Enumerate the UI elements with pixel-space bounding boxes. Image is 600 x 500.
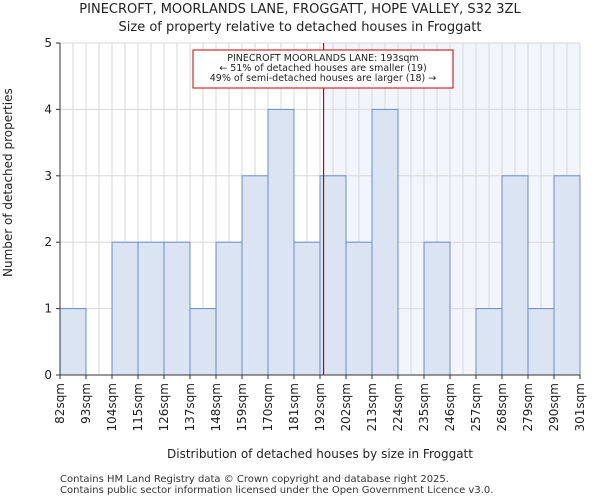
x-tick-label: 279sqm [521, 383, 535, 431]
y-tick-label: 3 [44, 169, 52, 183]
annotation-line: ← 51% of detached houses are smaller (19… [219, 63, 426, 74]
x-tick-label: 202sqm [339, 383, 353, 431]
annotation-line: PINECROFT MOORLANDS LANE: 193sqm [227, 53, 418, 64]
x-tick-label: 235sqm [417, 383, 431, 431]
bar [423, 241, 451, 376]
bar [215, 241, 243, 376]
chart-subtitle: Size of property relative to detached ho… [118, 20, 482, 35]
x-tick-label: 82sqm [53, 383, 67, 424]
footer-line-2: Contains public sector information licen… [60, 485, 494, 496]
x-tick-label: 246sqm [443, 383, 457, 431]
bar [267, 108, 295, 376]
y-axis-label: Number of detached properties [1, 88, 15, 277]
bar [189, 308, 217, 376]
y-tick-label: 4 [44, 102, 52, 116]
annotation-box [192, 49, 454, 89]
footer-line-1: Contains HM Land Registry data © Crown c… [60, 474, 449, 485]
bar [293, 241, 321, 376]
y-tick-label: 1 [44, 302, 52, 316]
x-tick-label: 192sqm [313, 383, 327, 431]
x-tick-label: 137sqm [183, 383, 197, 431]
bar [59, 308, 87, 376]
chart-title: PINECROFT, MOORLANDS LANE, FROGGATT, HOP… [79, 2, 521, 17]
y-tick-label: 0 [44, 368, 52, 382]
y-tick-label: 5 [44, 36, 52, 50]
bar [137, 241, 165, 376]
x-axis-label: Distribution of detached houses by size … [167, 447, 473, 461]
bar [527, 308, 555, 376]
annotation-line: 49% of semi-detached houses are larger (… [210, 73, 437, 84]
x-tick-label: 170sqm [261, 383, 275, 431]
x-tick-label: 181sqm [287, 383, 301, 431]
x-tick-label: 224sqm [391, 383, 405, 431]
bar [475, 308, 503, 376]
bar [553, 175, 581, 376]
bar [241, 175, 269, 376]
x-tick-label: 290sqm [547, 383, 561, 431]
bar [345, 241, 373, 376]
bar [111, 241, 139, 376]
x-tick-label: 213sqm [365, 383, 379, 431]
x-tick-label: 148sqm [209, 383, 223, 431]
x-tick-label: 268sqm [495, 383, 509, 431]
bar [501, 175, 529, 376]
x-tick-label: 93sqm [79, 383, 93, 424]
x-tick-label: 257sqm [469, 383, 483, 431]
x-tick-label: 104sqm [105, 383, 119, 431]
x-tick-label: 126sqm [157, 383, 171, 431]
x-tick-label: 301sqm [573, 383, 587, 431]
bar [371, 108, 399, 376]
y-tick-label: 2 [44, 235, 52, 249]
bar [163, 241, 191, 376]
x-tick-label: 115sqm [131, 383, 145, 431]
x-tick-label: 159sqm [235, 383, 249, 431]
